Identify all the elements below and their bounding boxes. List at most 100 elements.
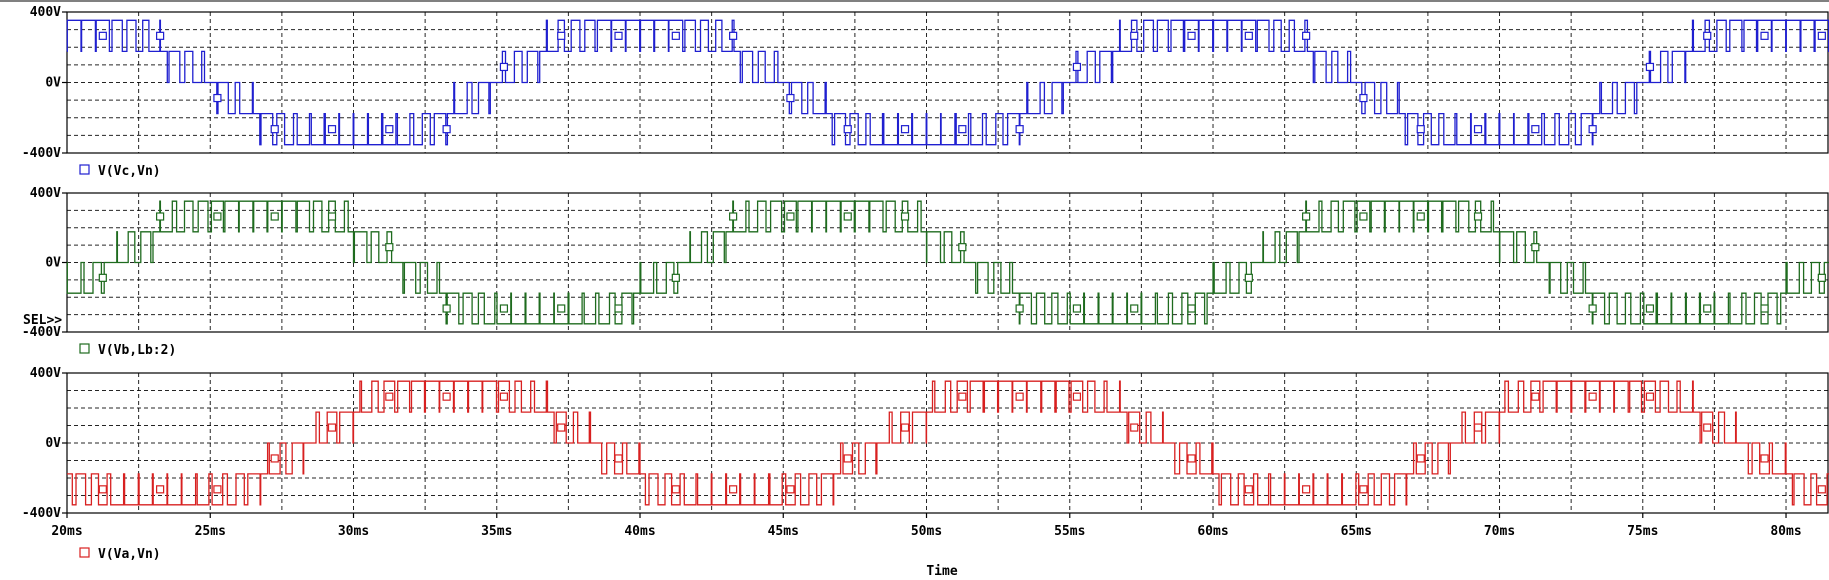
- data-point-marker: [1187, 31, 1196, 40]
- data-point-marker: [1760, 454, 1769, 463]
- data-point-marker: [213, 93, 222, 103]
- data-point-marker: [1703, 31, 1712, 40]
- data-point-marker: [843, 125, 852, 134]
- data-point-marker: [1130, 304, 1139, 313]
- data-point-marker: [900, 423, 910, 432]
- data-point-marker: [1531, 243, 1540, 252]
- data-point-marker: [671, 485, 680, 494]
- data-point-marker: [671, 31, 680, 40]
- data-point-marker: [1817, 31, 1826, 40]
- data-point-marker: [958, 392, 967, 401]
- data-point-marker: [98, 31, 107, 40]
- series-trace: [66, 19, 1829, 146]
- data-point-marker: [385, 243, 394, 252]
- data-point-marker: [1359, 212, 1368, 221]
- series-trace: [66, 200, 1829, 325]
- data-point-marker: [1015, 125, 1024, 134]
- data-point-marker: [1015, 304, 1024, 313]
- legend-marker: [79, 164, 90, 175]
- legend-entry[interactable]: V(Vc,Vn): [79, 164, 161, 179]
- data-point-marker: [1072, 392, 1082, 401]
- data-point-marker: [614, 304, 623, 313]
- data-point-marker: [958, 243, 967, 252]
- data-point-marker: [1416, 454, 1425, 463]
- data-point-marker: [786, 93, 795, 103]
- data-point-marker: [385, 125, 394, 134]
- data-point-marker: [1302, 485, 1311, 494]
- legend-marker: [79, 343, 90, 354]
- data-point-marker: [1588, 304, 1597, 313]
- x-tick-label: 25ms: [195, 524, 226, 539]
- data-point-marker: [270, 454, 279, 463]
- data-point-marker: [1416, 125, 1425, 134]
- data-point-marker: [270, 125, 279, 134]
- y-tick-label: 400V: [30, 366, 61, 381]
- data-point-marker: [1817, 273, 1826, 282]
- data-point-marker: [442, 304, 451, 313]
- data-point-marker: [843, 212, 852, 221]
- data-point-marker: [786, 485, 795, 494]
- data-point-marker: [557, 304, 566, 313]
- x-tick-label: 55ms: [1054, 524, 1085, 539]
- data-point-marker: [614, 31, 623, 40]
- data-point-marker: [557, 31, 566, 40]
- legend-entry[interactable]: V(Va,Vn): [79, 547, 161, 562]
- x-tick-label: 70ms: [1484, 524, 1515, 539]
- data-point-marker: [1760, 31, 1769, 40]
- data-point-marker: [729, 485, 738, 494]
- data-point-marker: [1130, 31, 1139, 40]
- data-point-marker: [843, 454, 852, 463]
- data-point-marker: [270, 212, 279, 221]
- data-point-marker: [385, 392, 394, 401]
- legend-label: V(Va,Vn): [98, 547, 161, 562]
- data-point-marker: [98, 273, 107, 282]
- data-point-marker: [1359, 485, 1368, 494]
- y-tick-label: 0V: [45, 436, 61, 451]
- data-point-marker: [1130, 423, 1139, 432]
- data-point-marker: [327, 125, 337, 134]
- legend-entry[interactable]: V(Vb,Lb:2): [79, 343, 176, 358]
- data-point-marker: [1531, 125, 1540, 134]
- data-point-marker: [900, 125, 910, 134]
- data-point-marker: [499, 392, 509, 401]
- x-tick-label: 80ms: [1770, 524, 1801, 539]
- data-point-marker: [442, 392, 451, 401]
- panel-frame: [66, 372, 1829, 514]
- x-tick-label: 50ms: [911, 524, 942, 539]
- data-point-marker: [1703, 304, 1712, 313]
- data-point-marker: [1015, 392, 1024, 401]
- x-tick-label: 75ms: [1627, 524, 1658, 539]
- data-point-marker: [499, 304, 509, 313]
- data-point-marker: [213, 212, 222, 221]
- x-tick-label: 45ms: [768, 524, 799, 539]
- x-tick-label: 60ms: [1197, 524, 1228, 539]
- data-point-marker: [499, 62, 509, 72]
- panel-1: 400V 0V -400V V(Vc,Vn): [22, 5, 1829, 179]
- data-point-marker: [1416, 212, 1425, 221]
- data-point-marker: [1244, 273, 1253, 282]
- data-point-marker: [1817, 485, 1826, 494]
- data-point-marker: [1473, 125, 1483, 134]
- data-point-marker: [1359, 93, 1368, 103]
- data-point-marker: [1588, 125, 1597, 134]
- data-point-marker: [327, 423, 337, 432]
- data-point-marker: [900, 212, 910, 221]
- y-tick-label: -400V: [22, 146, 61, 161]
- data-point-marker: [156, 485, 165, 494]
- y-tick-label: -400V: [22, 506, 61, 521]
- data-point-marker: [786, 212, 795, 221]
- x-tick-label: 20ms: [51, 524, 82, 539]
- data-point-marker: [1187, 304, 1196, 313]
- y-tick-label: 0V: [45, 76, 61, 91]
- data-point-marker: [1645, 392, 1655, 401]
- data-point-marker: [1302, 212, 1311, 221]
- y-tick-label: 400V: [30, 186, 61, 201]
- data-point-marker: [442, 125, 451, 134]
- x-axis: 20ms 25ms 30ms 35ms 40ms 45ms 50ms 55ms 60ms 65ms…: [51, 513, 1802, 539]
- x-tick-label: 30ms: [338, 524, 369, 539]
- data-point-marker: [98, 485, 107, 494]
- data-point-marker: [1531, 392, 1540, 401]
- y-tick-label: 0V: [45, 256, 61, 271]
